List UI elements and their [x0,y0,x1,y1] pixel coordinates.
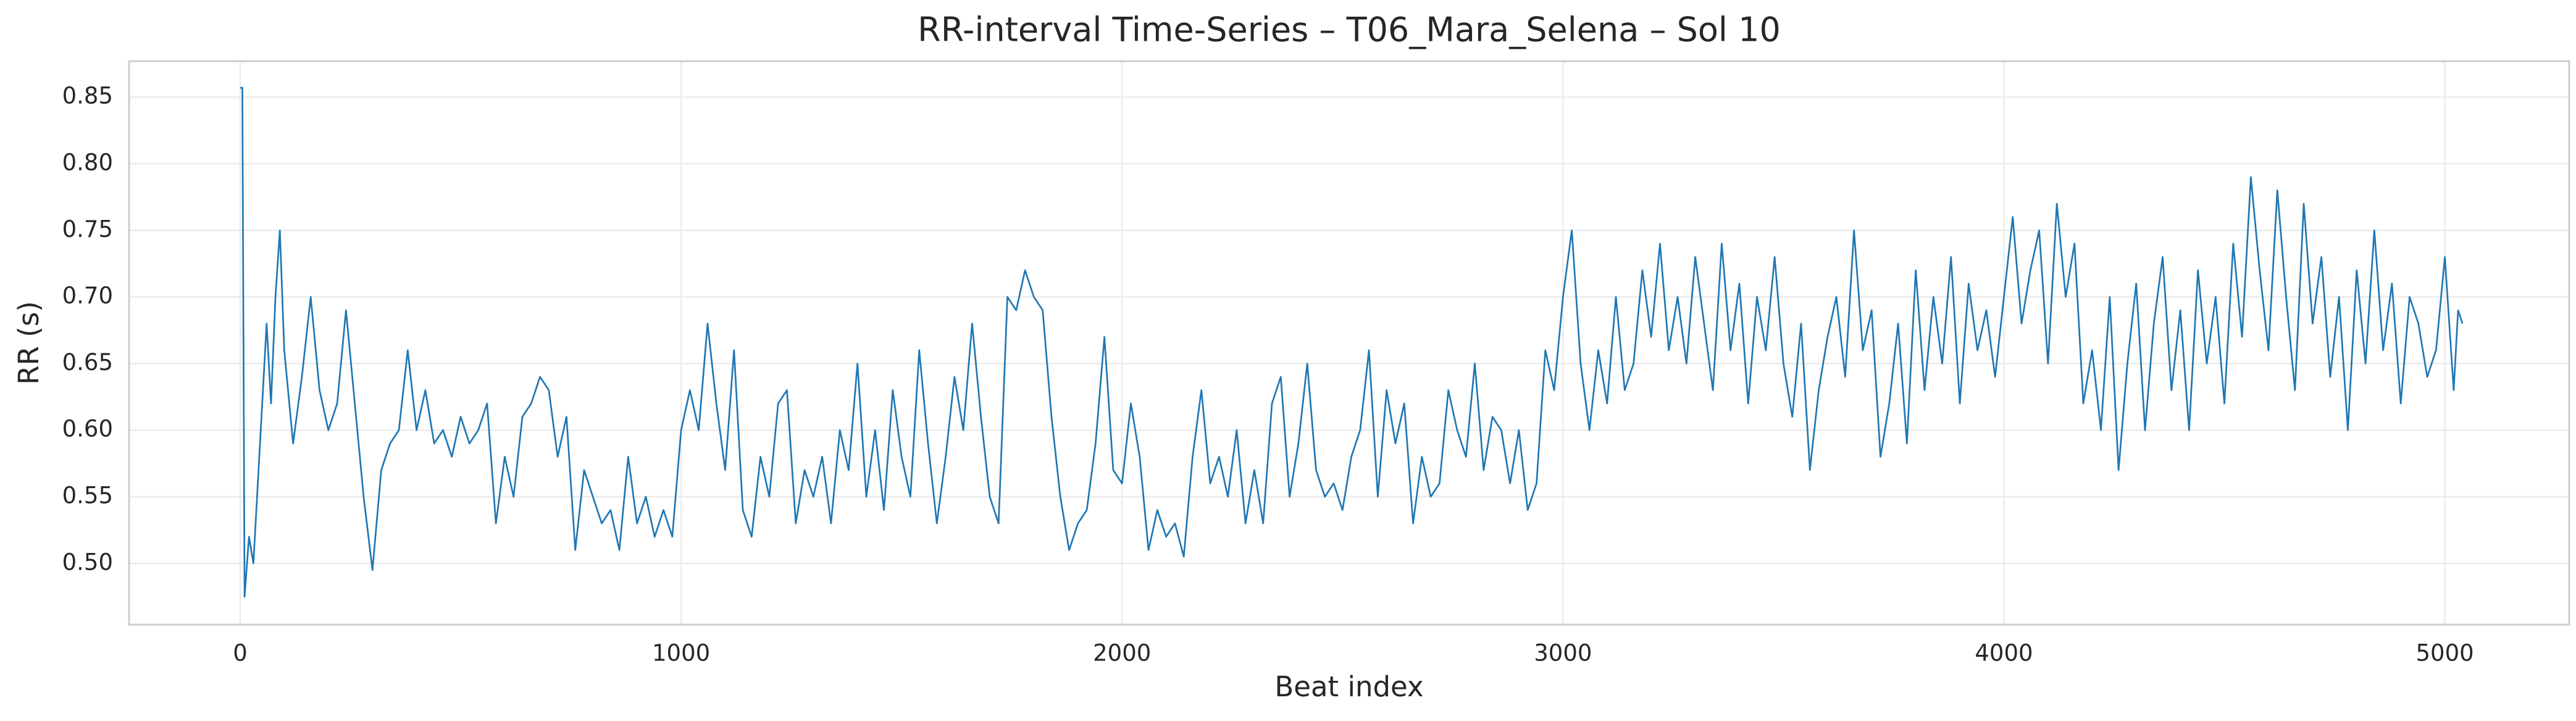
x-tick-label: 5000 [2416,640,2474,667]
y-tick-label: 0.55 [62,483,113,509]
x-tick-label: 2000 [1093,640,1151,667]
data-line [240,86,2464,598]
y-tick-label: 0.75 [62,216,113,242]
y-tick-label: 0.85 [62,83,113,109]
y-tick-label: 0.65 [62,349,113,376]
y-axis-label: RR (s) [12,301,45,384]
plot-frame [128,60,2570,626]
y-tick-label: 0.80 [62,150,113,176]
x-axis-label: Beat index [1274,670,1423,703]
x-tick-label: 3000 [1534,640,1592,667]
x-tick-label: 1000 [652,640,710,667]
y-tick-label: 0.60 [62,416,113,442]
y-tick-label: 0.70 [62,282,113,309]
x-tick-label: 4000 [1975,640,2033,667]
x-tick-label: 0 [233,640,248,667]
y-tick-label: 0.50 [62,549,113,575]
chart-title: RR-interval Time-Series – T06_Mara_Selen… [918,11,1781,49]
